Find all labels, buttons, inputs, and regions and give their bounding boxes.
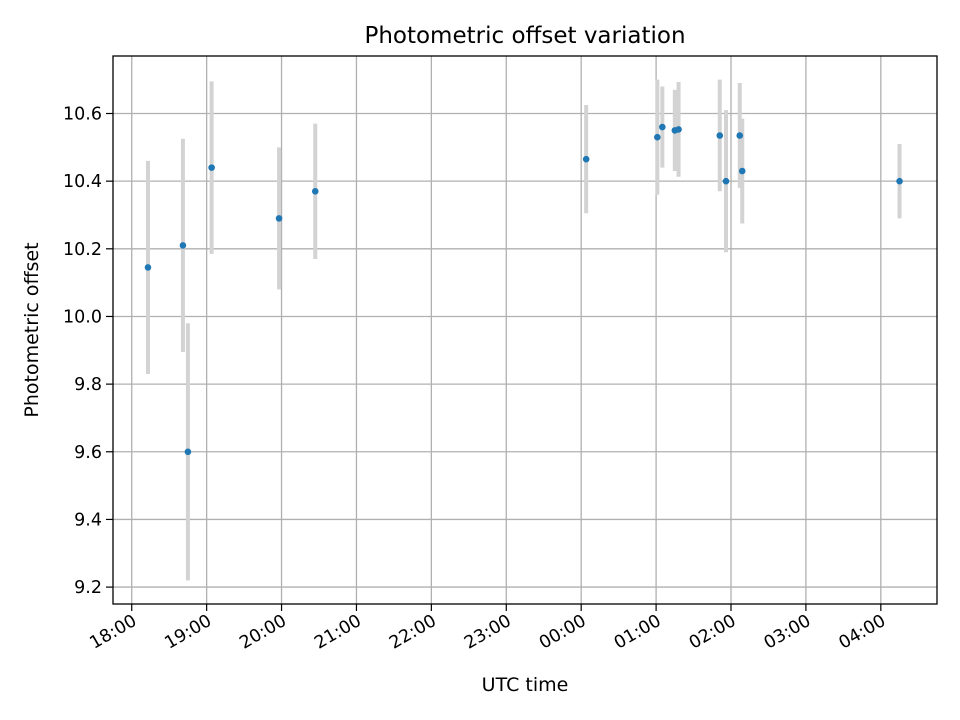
data-point: [184, 448, 192, 456]
data-point: [716, 132, 724, 139]
data-point: [582, 155, 590, 163]
x-axis-label: UTC time: [482, 674, 569, 696]
y-tick-label: 10.2: [63, 240, 102, 260]
plot-frame: [112, 55, 938, 605]
data-point: [208, 164, 215, 171]
y-axis-label: Photometric offset: [21, 242, 43, 417]
data-point: [896, 177, 903, 185]
y-tick-label: 10.4: [63, 172, 102, 192]
y-tick-label: 9.4: [74, 510, 102, 530]
y-tick-label: 9.6: [74, 443, 102, 463]
y-tick-label: 9.8: [74, 375, 102, 395]
data-point: [675, 126, 682, 133]
y-tick-label: 10.0: [63, 307, 102, 327]
data-point: [311, 188, 319, 195]
data-point: [736, 132, 744, 139]
y-axis: 9.2 9.4 9.6 9.8 10.0 10.2 10.4 10.6: [63, 105, 113, 598]
data-point: [659, 123, 666, 131]
data-point: [179, 242, 187, 249]
data-point: [144, 264, 152, 271]
y-tick-label: 10.6: [63, 105, 102, 125]
data-point: [275, 215, 283, 222]
data-point: [738, 167, 746, 175]
data-point: [722, 177, 730, 185]
data-point: [654, 133, 661, 141]
chart-title: Photometric offset variation: [364, 23, 685, 49]
y-tick-label: 9.2: [74, 578, 102, 598]
grid: [113, 56, 937, 604]
data-points: [144, 123, 903, 456]
